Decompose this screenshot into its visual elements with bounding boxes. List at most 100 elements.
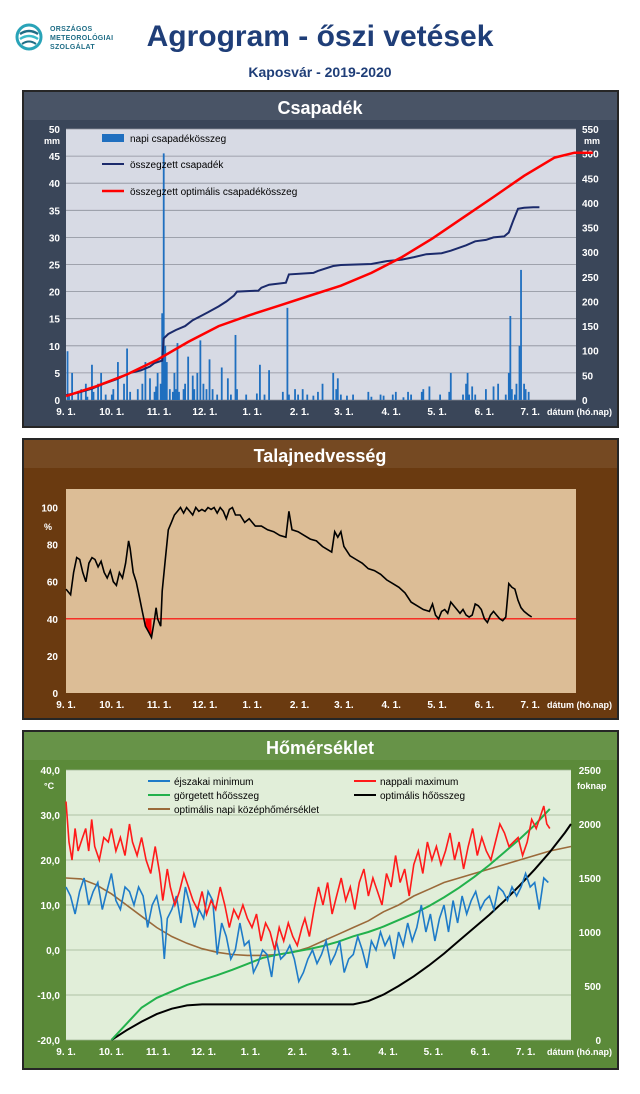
precip-bar (182, 389, 185, 400)
precip-y-left-tick: 30 (49, 233, 61, 244)
temp-legend-label-4: optimális napi középhőmérséklet (174, 805, 319, 816)
soil-x-tick-label: 3. 1. (334, 700, 354, 711)
precip-y-left-tick: 0 (54, 396, 60, 407)
precip-bar (168, 389, 171, 400)
temp-y-left-unit: °C (44, 781, 55, 791)
precip-bar (422, 389, 425, 400)
precip-bar (205, 389, 208, 400)
soil-x-tick-label: 2. 1. (290, 700, 310, 711)
precip-y-left-unit: mm (44, 136, 60, 146)
temp-series-line-0 (65, 870, 549, 984)
precip-y-right-tick: 100 (582, 347, 599, 358)
logo-line-2: METEOROLÓGIAI (50, 35, 114, 42)
title-band (24, 92, 617, 120)
soil-x-tick-label: 4. 1. (382, 700, 402, 711)
precip-bar (379, 394, 382, 400)
legend-label-daily: napi csapadékösszeg (130, 134, 226, 145)
precip-bar (141, 383, 144, 400)
precip-y-right-tick: 550 (582, 125, 599, 136)
precip-bar (402, 397, 405, 400)
precip-y-right-tick: 150 (582, 322, 599, 333)
precip-bar (518, 345, 521, 400)
precip-bar (439, 394, 442, 400)
soil-moisture-line (65, 505, 533, 640)
temp-x-tick-label: 3. 1. (331, 1047, 351, 1058)
legend-swatch-daily (102, 134, 124, 142)
precip-bar (448, 391, 451, 400)
plot-area (66, 489, 576, 693)
precipitation-chart: Csapadék 9. 1. 10. 1. 11. 1. 12. 1. 1. 1. 2. 1… (24, 92, 617, 418)
soil-y-tick: 80 (47, 541, 59, 552)
temp-y-left-tick: 0,0 (46, 946, 60, 957)
precip-y-right-tick: 0 (582, 396, 588, 407)
precip-x-tick-label: 6. 1. (475, 407, 495, 418)
precip-bar (110, 394, 113, 400)
precip-bar (391, 394, 394, 400)
temp-y-left-tick: -20,0 (37, 1036, 60, 1047)
precip-bar (112, 389, 115, 400)
precip-y-right-unit: mm (584, 136, 600, 146)
precip-bar (510, 389, 513, 400)
temp-y-right-tick: 2000 (579, 820, 602, 831)
precip-bar (117, 362, 119, 400)
page-subtitle: Kaposvár - 2019-2020 (248, 64, 392, 80)
precip-bar (171, 391, 174, 400)
precip-bar (216, 394, 219, 400)
precip-bar (394, 391, 397, 400)
precip-bar (263, 394, 266, 400)
precip-bar (77, 391, 80, 400)
precip-x-axis-label: dátum (hó.nap) (547, 407, 612, 417)
precip-bar (226, 378, 229, 400)
precip-x-tick-label: 7. 1. (520, 407, 540, 418)
precip-bar (71, 372, 74, 400)
soil-y-tick: 0 (52, 689, 58, 700)
precip-y-right-tick: 50 (582, 371, 594, 382)
precip-bar (520, 269, 522, 400)
temp-series-line-2 (110, 808, 551, 1041)
precip-y-right-tick: 350 (582, 224, 599, 235)
precip-bar (485, 389, 487, 400)
legend-label-optimal: összegzett optimális csapadékösszeg (130, 187, 297, 198)
precip-x-tick-label: 3. 1. (334, 407, 354, 418)
temp-y-right-tick: 500 (584, 982, 601, 993)
precip-bar (497, 383, 500, 400)
precip-bar (68, 394, 70, 400)
precip-x-tick-label: 4. 1. (382, 407, 402, 418)
precip-bar (156, 372, 159, 400)
page-title: Agrogram - őszi vetések (146, 20, 494, 53)
soil-deficit-area (145, 618, 152, 638)
soil-x-tick-label: 5. 1. (427, 700, 447, 711)
precip-series-line-2 (65, 151, 593, 398)
precip-y-right-tick: 200 (582, 297, 599, 308)
temp-x-tick-label: 2. 1. (288, 1047, 308, 1058)
precip-bar (410, 394, 412, 400)
precip-bar (230, 394, 232, 400)
precip-bar (407, 391, 409, 400)
precip-bar (164, 345, 167, 400)
precip-bar (211, 389, 214, 400)
precip-bar (193, 389, 196, 400)
precip-bar (255, 393, 258, 400)
precip-x-tick-label: 1. 1. (243, 407, 263, 418)
precip-bar (175, 389, 177, 400)
soil-x-axis-label: dátum (hó.nap) (547, 700, 612, 710)
temp-legend-label-0: éjszakai minimum (174, 777, 253, 788)
precip-y-left-tick: 10 (49, 342, 61, 353)
precip-y-left-tick: 20 (49, 288, 61, 299)
temp-x-tick-label: 1. 1. (241, 1047, 261, 1058)
precip-bar (176, 343, 179, 400)
precip-bar (129, 391, 132, 400)
temp-x-tick-label: 10. 1. (99, 1047, 124, 1058)
temp-y-left-tick: -10,0 (37, 991, 60, 1002)
temperature-chart: Hőmérséklet 9. 1. 10. 1. 11. 1. 12. 1. 1. 1. 2… (24, 732, 617, 1058)
precip-bar (97, 383, 99, 400)
precip-bar (66, 351, 69, 400)
precip-bar (332, 372, 335, 400)
precip-bar (220, 367, 223, 400)
precip-bar (367, 391, 370, 400)
precip-series-line-1 (65, 206, 540, 397)
precip-bar (165, 362, 168, 400)
precip-bar (159, 383, 162, 400)
precipitation-panel: Csapadék 9. 1. 10. 1. 11. 1. 12. 1. 1. 1. 2. 1… (22, 90, 619, 428)
precip-bar (281, 391, 284, 400)
